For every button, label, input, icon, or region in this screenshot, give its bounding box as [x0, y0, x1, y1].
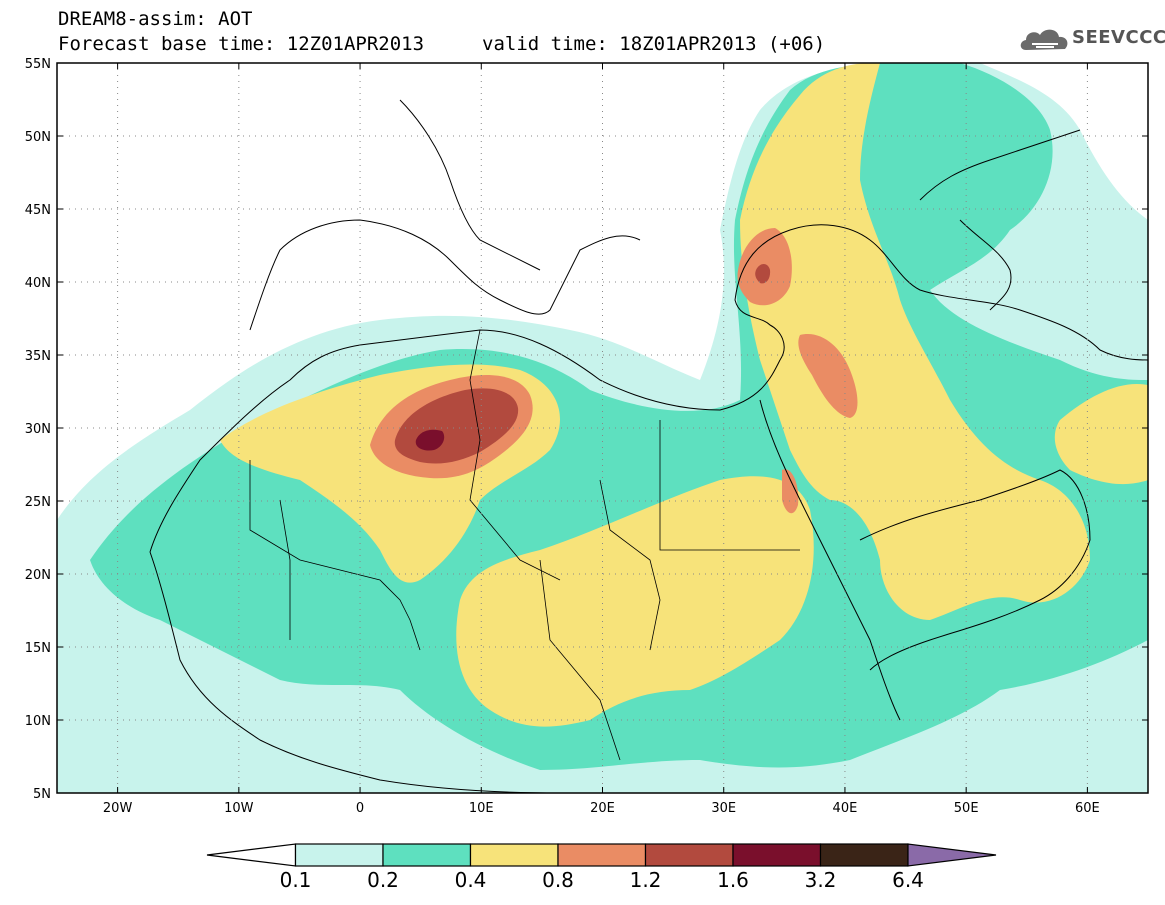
colorbar-under-arrow	[206, 843, 297, 867]
aot-contour-0.2	[90, 63, 1148, 770]
lon-tick-label: 40E	[833, 801, 858, 816]
lat-tick-label: 5N	[33, 787, 51, 802]
lat-tick-label: 40N	[25, 276, 51, 291]
lon-tick-label: 60E	[1075, 801, 1100, 816]
colorbar-level-label: 0.2	[367, 868, 399, 892]
aot-contour-0.4c	[740, 63, 1090, 620]
colorbar-segment	[819, 843, 909, 867]
lon-tick-label: 20W	[103, 801, 133, 816]
aot-field	[57, 63, 1148, 793]
aot-contour-1.6	[415, 429, 445, 451]
lon-tick-label: 10E	[469, 801, 494, 816]
lat-tick-label: 35N	[25, 349, 51, 364]
colorbar-segment	[644, 843, 734, 867]
axis-ticks: 20W 10W 0 10E 20E 30E 40E 50E 60E 55N 50N 45N 40N 35N…	[25, 57, 1148, 816]
colorbar-segment	[469, 843, 559, 867]
lat-tick-label: 20N	[25, 568, 51, 583]
aot-contour-0.4d	[1054, 384, 1148, 485]
colorbar-segment	[732, 843, 822, 867]
country-borders	[249, 329, 800, 761]
colorbar-segment	[382, 843, 472, 867]
lon-tick-label: 50E	[954, 801, 979, 816]
lat-tick-label: 30N	[25, 422, 51, 437]
colorbar-segment	[294, 843, 384, 867]
lat-tick-label: 15N	[25, 641, 51, 656]
colorbar-level-label: 3.2	[805, 868, 837, 892]
lon-tick-label: 30E	[711, 801, 736, 816]
lat-tick-label: 25N	[25, 495, 51, 510]
colorbar-level-label: 0.1	[280, 868, 312, 892]
lat-tick-label: 45N	[25, 203, 51, 218]
cloud-icon	[1020, 29, 1068, 50]
logo-text: SEEVCCC	[1072, 27, 1165, 48]
colorbar-level-label: 0.4	[455, 868, 487, 892]
coastlines	[149, 99, 1148, 793]
lon-tick-label: 0	[356, 801, 364, 816]
valid-time: valid time: 18Z01APR2013 (+06)	[482, 33, 826, 55]
colorbar-level-label: 0.8	[542, 868, 574, 892]
aot-contour-0.4b	[456, 476, 814, 727]
forecast-base-time: Forecast base time: 12Z01APR2013	[58, 33, 425, 55]
colorbar: 0.1 0.2 0.4 0.8 1.2 1.6 3.2 6.4	[206, 843, 997, 892]
colorbar-level-label: 1.6	[717, 868, 749, 892]
lon-tick-label: 10W	[224, 801, 254, 816]
aot-contour-0.8d	[782, 469, 799, 514]
lon-tick-label: 20E	[590, 801, 615, 816]
aot-contour-1.6b	[755, 264, 771, 284]
chart-title: DREAM8-assim: AOT	[58, 8, 253, 30]
colorbar-level-label: 6.4	[892, 868, 924, 892]
colorbar-level-label: 1.2	[630, 868, 662, 892]
lat-tick-label: 50N	[25, 130, 51, 145]
lat-tick-label: 10N	[25, 714, 51, 729]
colorbar-segment	[557, 843, 647, 867]
lat-tick-label: 55N	[25, 57, 51, 72]
colorbar-over-arrow	[907, 843, 997, 867]
